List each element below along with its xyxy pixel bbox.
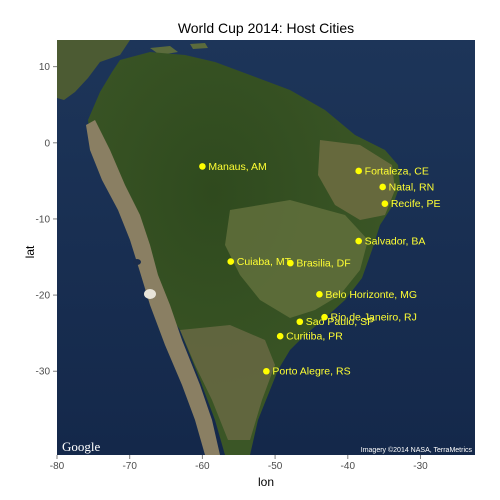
cerrado-region xyxy=(225,200,368,318)
x-tick-label: -80 xyxy=(50,461,65,472)
city-point[interactable] xyxy=(316,291,323,298)
y-tick-label: -30 xyxy=(36,367,51,378)
x-axis-title: lon xyxy=(258,475,274,489)
city-point[interactable] xyxy=(321,313,328,321)
city-label: Rio de Janeiro, RJ xyxy=(331,312,417,324)
city-label: Salvador, BA xyxy=(365,236,426,248)
city-point[interactable] xyxy=(263,367,270,375)
basemap xyxy=(57,40,475,455)
lake xyxy=(133,259,141,265)
city-label: Natal, RN xyxy=(389,181,435,193)
pampas-region xyxy=(180,325,275,440)
city-point[interactable] xyxy=(355,167,362,175)
x-tick-label: -50 xyxy=(268,461,283,472)
city-label: Curitiba, PR xyxy=(286,331,343,343)
city-point[interactable] xyxy=(381,200,389,208)
x-tick-label: -60 xyxy=(195,461,210,472)
google-logo: Google xyxy=(62,439,101,454)
city-label: Cuiaba, MT xyxy=(237,256,292,268)
city-label: Sao Paulo, SP xyxy=(306,316,374,328)
city-point[interactable] xyxy=(227,258,235,265)
y-tick-label: -20 xyxy=(36,291,51,302)
city-point[interactable] xyxy=(287,259,294,267)
city-label: Fortaleza, CE xyxy=(365,165,429,177)
andes-mountains xyxy=(86,120,220,455)
city-point[interactable] xyxy=(379,183,386,191)
city-point[interactable] xyxy=(296,318,304,326)
x-tick-label: -70 xyxy=(122,461,137,472)
y-tick-label: -10 xyxy=(36,214,51,225)
imagery-credit: Imagery ©2014 NASA, TerraMetrics xyxy=(361,446,473,454)
salt-flat xyxy=(144,289,156,299)
central-america-land xyxy=(57,40,130,100)
city-label: Belo Horizonte, MG xyxy=(325,289,417,301)
city-point[interactable] xyxy=(355,237,362,245)
y-tick-label: 10 xyxy=(39,62,51,73)
x-tick-label: -40 xyxy=(341,461,356,472)
northeast-region xyxy=(318,140,395,220)
city-label: Porto Alegre, RS xyxy=(272,366,350,378)
y-axis-title: lat xyxy=(23,245,37,258)
y-axis: 10 0 -10 -20 -30 xyxy=(36,62,57,378)
x-axis: -80 -70 -60 -50 -40 -30 xyxy=(50,455,428,472)
city-points: Manaus, AM Fortaleza, CE Natal, RN Recife, … xyxy=(199,161,440,378)
y-tick-label: 0 xyxy=(44,138,50,149)
city-label: Manaus, AM xyxy=(208,161,266,173)
caribbean-islands xyxy=(150,43,208,55)
city-label: Recife, PE xyxy=(391,198,441,210)
city-label: Brasilia, DF xyxy=(296,258,350,270)
city-point[interactable] xyxy=(276,332,284,340)
plot-title: World Cup 2014: Host Cities xyxy=(177,20,355,36)
city-point[interactable] xyxy=(199,163,206,170)
x-tick-label: -30 xyxy=(413,461,428,472)
